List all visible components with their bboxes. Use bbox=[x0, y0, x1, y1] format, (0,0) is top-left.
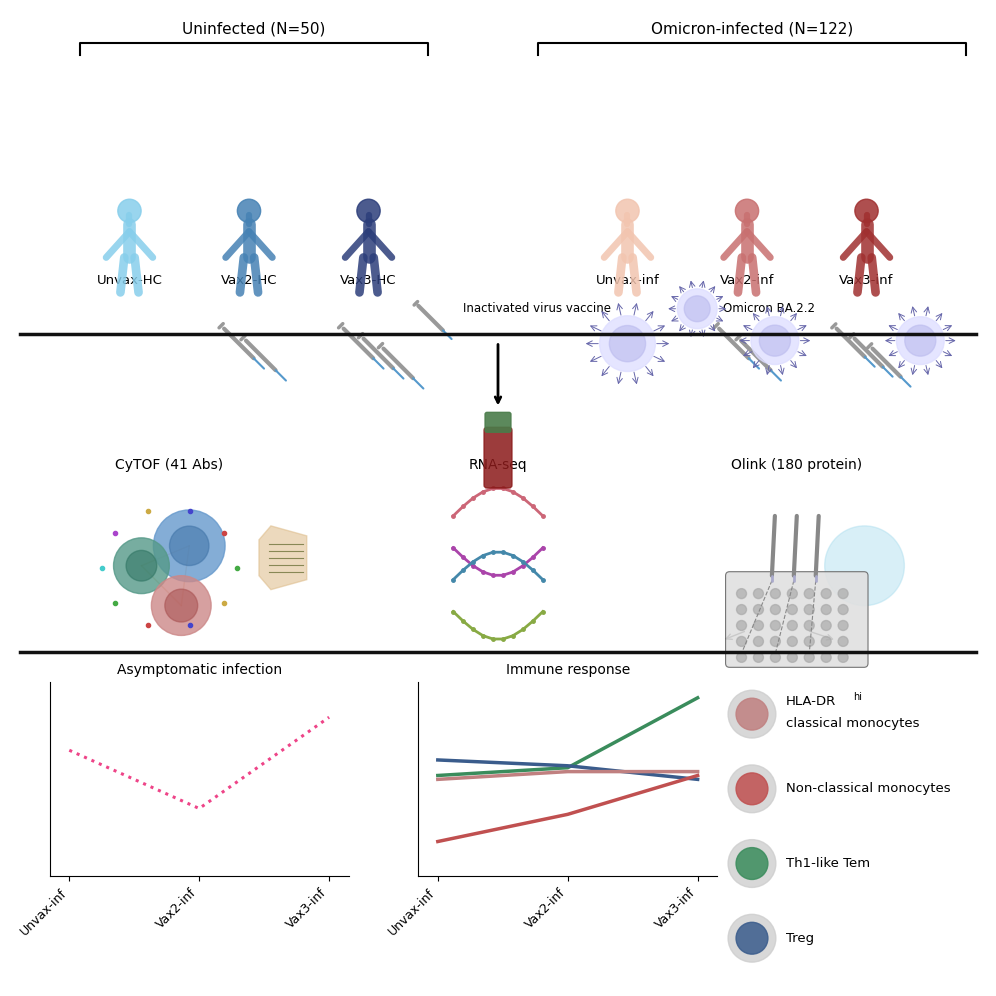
Text: Treg: Treg bbox=[786, 931, 814, 945]
Circle shape bbox=[759, 325, 791, 357]
Circle shape bbox=[684, 296, 710, 322]
Text: classical monocytes: classical monocytes bbox=[786, 717, 919, 730]
Circle shape bbox=[616, 199, 639, 222]
Circle shape bbox=[788, 605, 798, 615]
Circle shape bbox=[677, 289, 717, 329]
Text: Unvax-inf: Unvax-inf bbox=[596, 274, 659, 287]
Circle shape bbox=[821, 652, 832, 662]
Circle shape bbox=[737, 605, 747, 615]
Circle shape bbox=[805, 605, 815, 615]
Circle shape bbox=[754, 621, 764, 630]
Circle shape bbox=[737, 652, 747, 662]
Circle shape bbox=[788, 589, 798, 599]
Circle shape bbox=[165, 589, 198, 622]
Circle shape bbox=[771, 621, 781, 630]
Text: RNA-seq: RNA-seq bbox=[469, 458, 527, 472]
Circle shape bbox=[904, 325, 936, 357]
Text: Omicron BA.2.2: Omicron BA.2.2 bbox=[723, 302, 815, 316]
Circle shape bbox=[357, 199, 380, 222]
Title: Immune response: Immune response bbox=[506, 663, 629, 677]
Circle shape bbox=[771, 589, 781, 599]
Circle shape bbox=[114, 538, 169, 594]
Circle shape bbox=[839, 589, 849, 599]
Circle shape bbox=[788, 636, 798, 646]
Circle shape bbox=[126, 551, 156, 581]
Text: HLA-DR: HLA-DR bbox=[786, 695, 836, 708]
Circle shape bbox=[754, 636, 764, 646]
Circle shape bbox=[839, 652, 849, 662]
Circle shape bbox=[771, 652, 781, 662]
Text: Unvax-HC: Unvax-HC bbox=[97, 274, 162, 287]
Circle shape bbox=[736, 848, 768, 879]
Circle shape bbox=[610, 326, 645, 362]
FancyBboxPatch shape bbox=[484, 427, 512, 488]
Circle shape bbox=[754, 605, 764, 615]
Circle shape bbox=[821, 621, 832, 630]
Circle shape bbox=[821, 589, 832, 599]
Circle shape bbox=[600, 316, 655, 372]
Circle shape bbox=[754, 589, 764, 599]
Circle shape bbox=[788, 621, 798, 630]
Circle shape bbox=[825, 526, 904, 606]
Text: Uninfected (N=50): Uninfected (N=50) bbox=[182, 22, 326, 37]
Text: hi: hi bbox=[854, 692, 863, 702]
Circle shape bbox=[737, 621, 747, 630]
Circle shape bbox=[771, 605, 781, 615]
FancyBboxPatch shape bbox=[485, 412, 511, 432]
Text: Olink (180 protein): Olink (180 protein) bbox=[731, 458, 863, 472]
Circle shape bbox=[754, 652, 764, 662]
Circle shape bbox=[805, 621, 815, 630]
Circle shape bbox=[771, 636, 781, 646]
Text: Non-classical monocytes: Non-classical monocytes bbox=[786, 782, 950, 796]
Text: Inactivated virus vaccine: Inactivated virus vaccine bbox=[463, 302, 612, 316]
Circle shape bbox=[839, 605, 849, 615]
Circle shape bbox=[153, 510, 225, 582]
Circle shape bbox=[805, 636, 815, 646]
Circle shape bbox=[735, 199, 759, 222]
Circle shape bbox=[896, 317, 944, 365]
Circle shape bbox=[821, 605, 832, 615]
Circle shape bbox=[736, 773, 768, 805]
Circle shape bbox=[736, 698, 768, 730]
Circle shape bbox=[805, 589, 815, 599]
Circle shape bbox=[737, 589, 747, 599]
Circle shape bbox=[855, 199, 878, 222]
Circle shape bbox=[169, 526, 209, 566]
Circle shape bbox=[728, 914, 776, 962]
Circle shape bbox=[237, 199, 261, 222]
Circle shape bbox=[118, 199, 141, 222]
Circle shape bbox=[788, 652, 798, 662]
Circle shape bbox=[821, 636, 832, 646]
Title: Asymptomatic infection: Asymptomatic infection bbox=[117, 663, 282, 677]
Text: Vax2-inf: Vax2-inf bbox=[720, 274, 774, 287]
Circle shape bbox=[736, 922, 768, 954]
Circle shape bbox=[728, 765, 776, 813]
Circle shape bbox=[805, 652, 815, 662]
Circle shape bbox=[839, 636, 849, 646]
Text: Vax2-HC: Vax2-HC bbox=[221, 274, 277, 287]
Text: Omicron-infected (N=122): Omicron-infected (N=122) bbox=[650, 22, 854, 37]
Polygon shape bbox=[259, 526, 307, 590]
Circle shape bbox=[151, 576, 211, 635]
Circle shape bbox=[839, 621, 849, 630]
Circle shape bbox=[737, 636, 747, 646]
Circle shape bbox=[728, 840, 776, 887]
Circle shape bbox=[728, 690, 776, 738]
Text: Vax3-HC: Vax3-HC bbox=[341, 274, 396, 287]
Text: Th1-like Tem: Th1-like Tem bbox=[786, 857, 870, 871]
Text: Vax3-inf: Vax3-inf bbox=[840, 274, 893, 287]
FancyBboxPatch shape bbox=[725, 572, 869, 667]
Text: CyTOF (41 Abs): CyTOF (41 Abs) bbox=[116, 458, 223, 472]
Circle shape bbox=[751, 317, 799, 365]
